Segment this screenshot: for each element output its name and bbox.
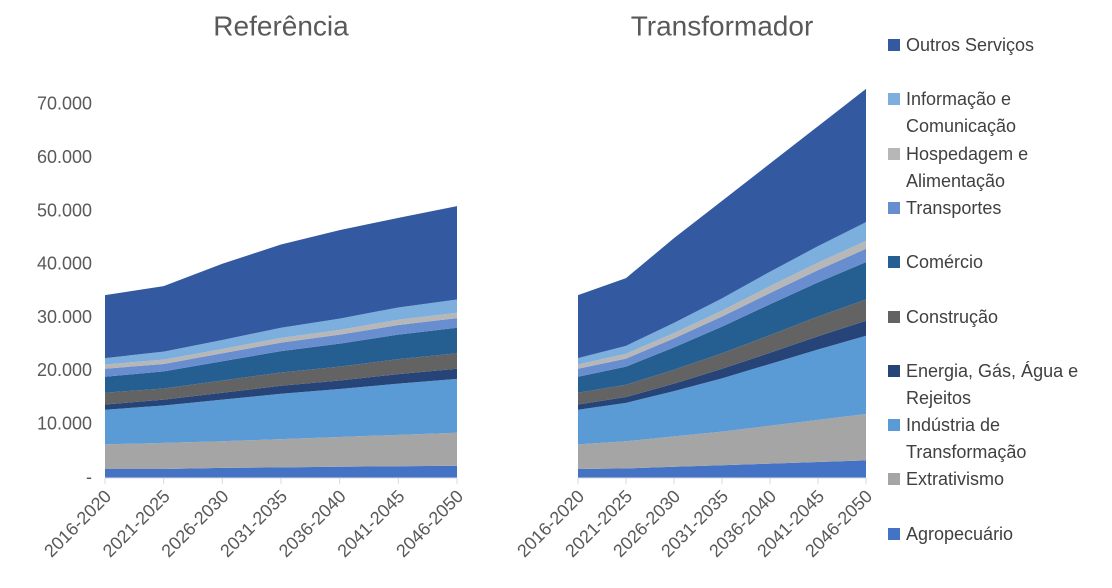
legend-label: Extrativismo [906, 469, 1005, 490]
legend-swatch [888, 147, 900, 160]
area [578, 460, 866, 478]
area [105, 299, 457, 365]
legend-swatch [888, 419, 900, 432]
legend-swatch [888, 201, 900, 214]
y-tick-label: 60.000 [37, 147, 92, 167]
legend-entry: Extrativismo [888, 466, 1108, 493]
y-tick-label: 20.000 [37, 360, 92, 380]
area [105, 318, 457, 377]
legend-entry: Energia, Gás, Água e Rejeitos [888, 358, 1108, 412]
legend-label: Outros Serviços [906, 35, 1035, 55]
y-tick-label: - [86, 467, 92, 487]
legend-label: Informação e Comunicação [906, 89, 1017, 137]
area [578, 320, 866, 410]
y-tick-label: 40.000 [37, 254, 92, 274]
area [105, 378, 457, 445]
legend-label: Comércio [906, 252, 984, 273]
area [578, 414, 866, 469]
area [105, 353, 457, 405]
legend-label: Energia, Gás, Água e Rejeitos [906, 360, 1079, 408]
y-tick-label: 50.000 [37, 200, 92, 220]
area [105, 312, 457, 369]
legend-entry: Indústria de Transformação [888, 412, 1108, 466]
area [578, 262, 866, 393]
y-tick-label: 70.000 [37, 94, 92, 114]
area [105, 432, 457, 469]
legend-entry: Transportes [888, 195, 1108, 222]
legend-label: Indústria de Transformação [906, 415, 1027, 463]
legend-entry: Comércio [888, 249, 1108, 276]
legend-label: Hospedagem e Alimentação [906, 143, 1029, 191]
legend-entry: Outros Serviços [888, 32, 1108, 59]
area [578, 335, 866, 445]
area [578, 299, 866, 405]
legend-entry: Hospedagem e Alimentação [888, 141, 1108, 195]
legend-swatch [888, 93, 900, 106]
area [578, 88, 866, 359]
legend-label: Agropecuário [906, 523, 1014, 544]
chart-title: Transformador [631, 10, 814, 41]
y-tick-label: 10.000 [37, 413, 92, 433]
legend-swatch [888, 310, 900, 323]
legend-label: Transportes [906, 197, 1002, 218]
area [105, 465, 457, 478]
legend-swatch [888, 39, 900, 51]
legend-entry: Construção [888, 304, 1108, 331]
legend-entry: Informação e Comunicação [888, 86, 1108, 140]
legend-swatch [888, 473, 900, 486]
area [578, 248, 866, 377]
area [105, 206, 457, 359]
legend-swatch [888, 364, 900, 377]
legend-entry: Agropecuário [888, 521, 1108, 548]
y-tick-label: 30.000 [37, 307, 92, 327]
legend-label: Construção [906, 306, 999, 327]
chart-title: Referência [213, 10, 349, 41]
area [105, 327, 457, 393]
legend-swatch [888, 527, 900, 540]
area [105, 368, 457, 410]
legend-swatch [888, 256, 900, 269]
